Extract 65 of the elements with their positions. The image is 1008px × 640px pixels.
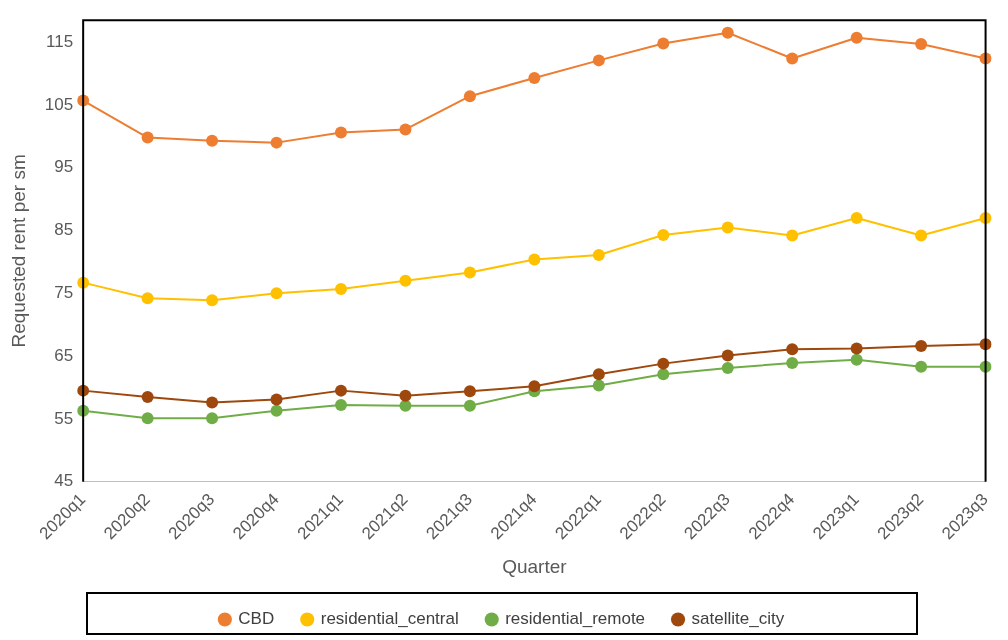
y-tick-label: 95 [54, 157, 74, 177]
point [850, 31, 863, 44]
point [915, 229, 928, 242]
point [592, 249, 605, 262]
point [528, 253, 541, 266]
point [206, 294, 219, 307]
y-tick-label: 65 [54, 345, 74, 365]
point [141, 131, 154, 144]
point [206, 134, 219, 147]
point [463, 385, 476, 398]
point [657, 228, 670, 241]
point [657, 357, 670, 370]
point [141, 292, 154, 305]
point [915, 360, 928, 373]
point [335, 126, 347, 139]
point [270, 136, 283, 149]
y-tick-label: 75 [54, 283, 74, 302]
point [399, 399, 412, 412]
point [270, 287, 283, 300]
y-tick-label: 45 [54, 471, 74, 491]
point [399, 389, 412, 402]
legend-label: satellite_city [691, 609, 785, 629]
point [399, 274, 412, 287]
point [206, 412, 219, 425]
x-axis-title: Quarter [502, 555, 568, 577]
point [528, 380, 541, 393]
point [592, 379, 605, 392]
point [335, 384, 347, 397]
point [657, 368, 670, 381]
y-axis-title: Requested rent per sm [7, 154, 29, 348]
point [850, 353, 863, 366]
point [592, 54, 605, 67]
point [786, 343, 799, 356]
point [915, 340, 928, 353]
point [399, 123, 412, 136]
point [786, 357, 799, 369]
point [463, 266, 476, 279]
point [528, 71, 541, 84]
y-tick-label: 105 [44, 94, 74, 114]
y-tick-label: 85 [54, 220, 74, 240]
legend-label: CBD [238, 609, 275, 629]
point [592, 368, 605, 381]
point [270, 393, 283, 406]
point [657, 37, 670, 50]
point [463, 399, 476, 412]
point [786, 52, 799, 65]
point [335, 282, 347, 295]
point [463, 90, 476, 103]
point [270, 404, 283, 417]
point [721, 221, 734, 234]
point [721, 26, 734, 39]
point [850, 342, 863, 355]
y-tick-label: 55 [54, 408, 74, 428]
point [786, 229, 799, 242]
legend-label: residential_central [320, 609, 459, 629]
point [721, 349, 734, 362]
point [850, 211, 863, 224]
point [335, 399, 347, 412]
point [721, 362, 734, 375]
legend-label: residential_remote [505, 609, 646, 629]
point [206, 396, 219, 409]
point [141, 412, 154, 425]
point [915, 38, 928, 51]
y-tick-label: 115 [46, 31, 74, 51]
point [141, 390, 154, 403]
